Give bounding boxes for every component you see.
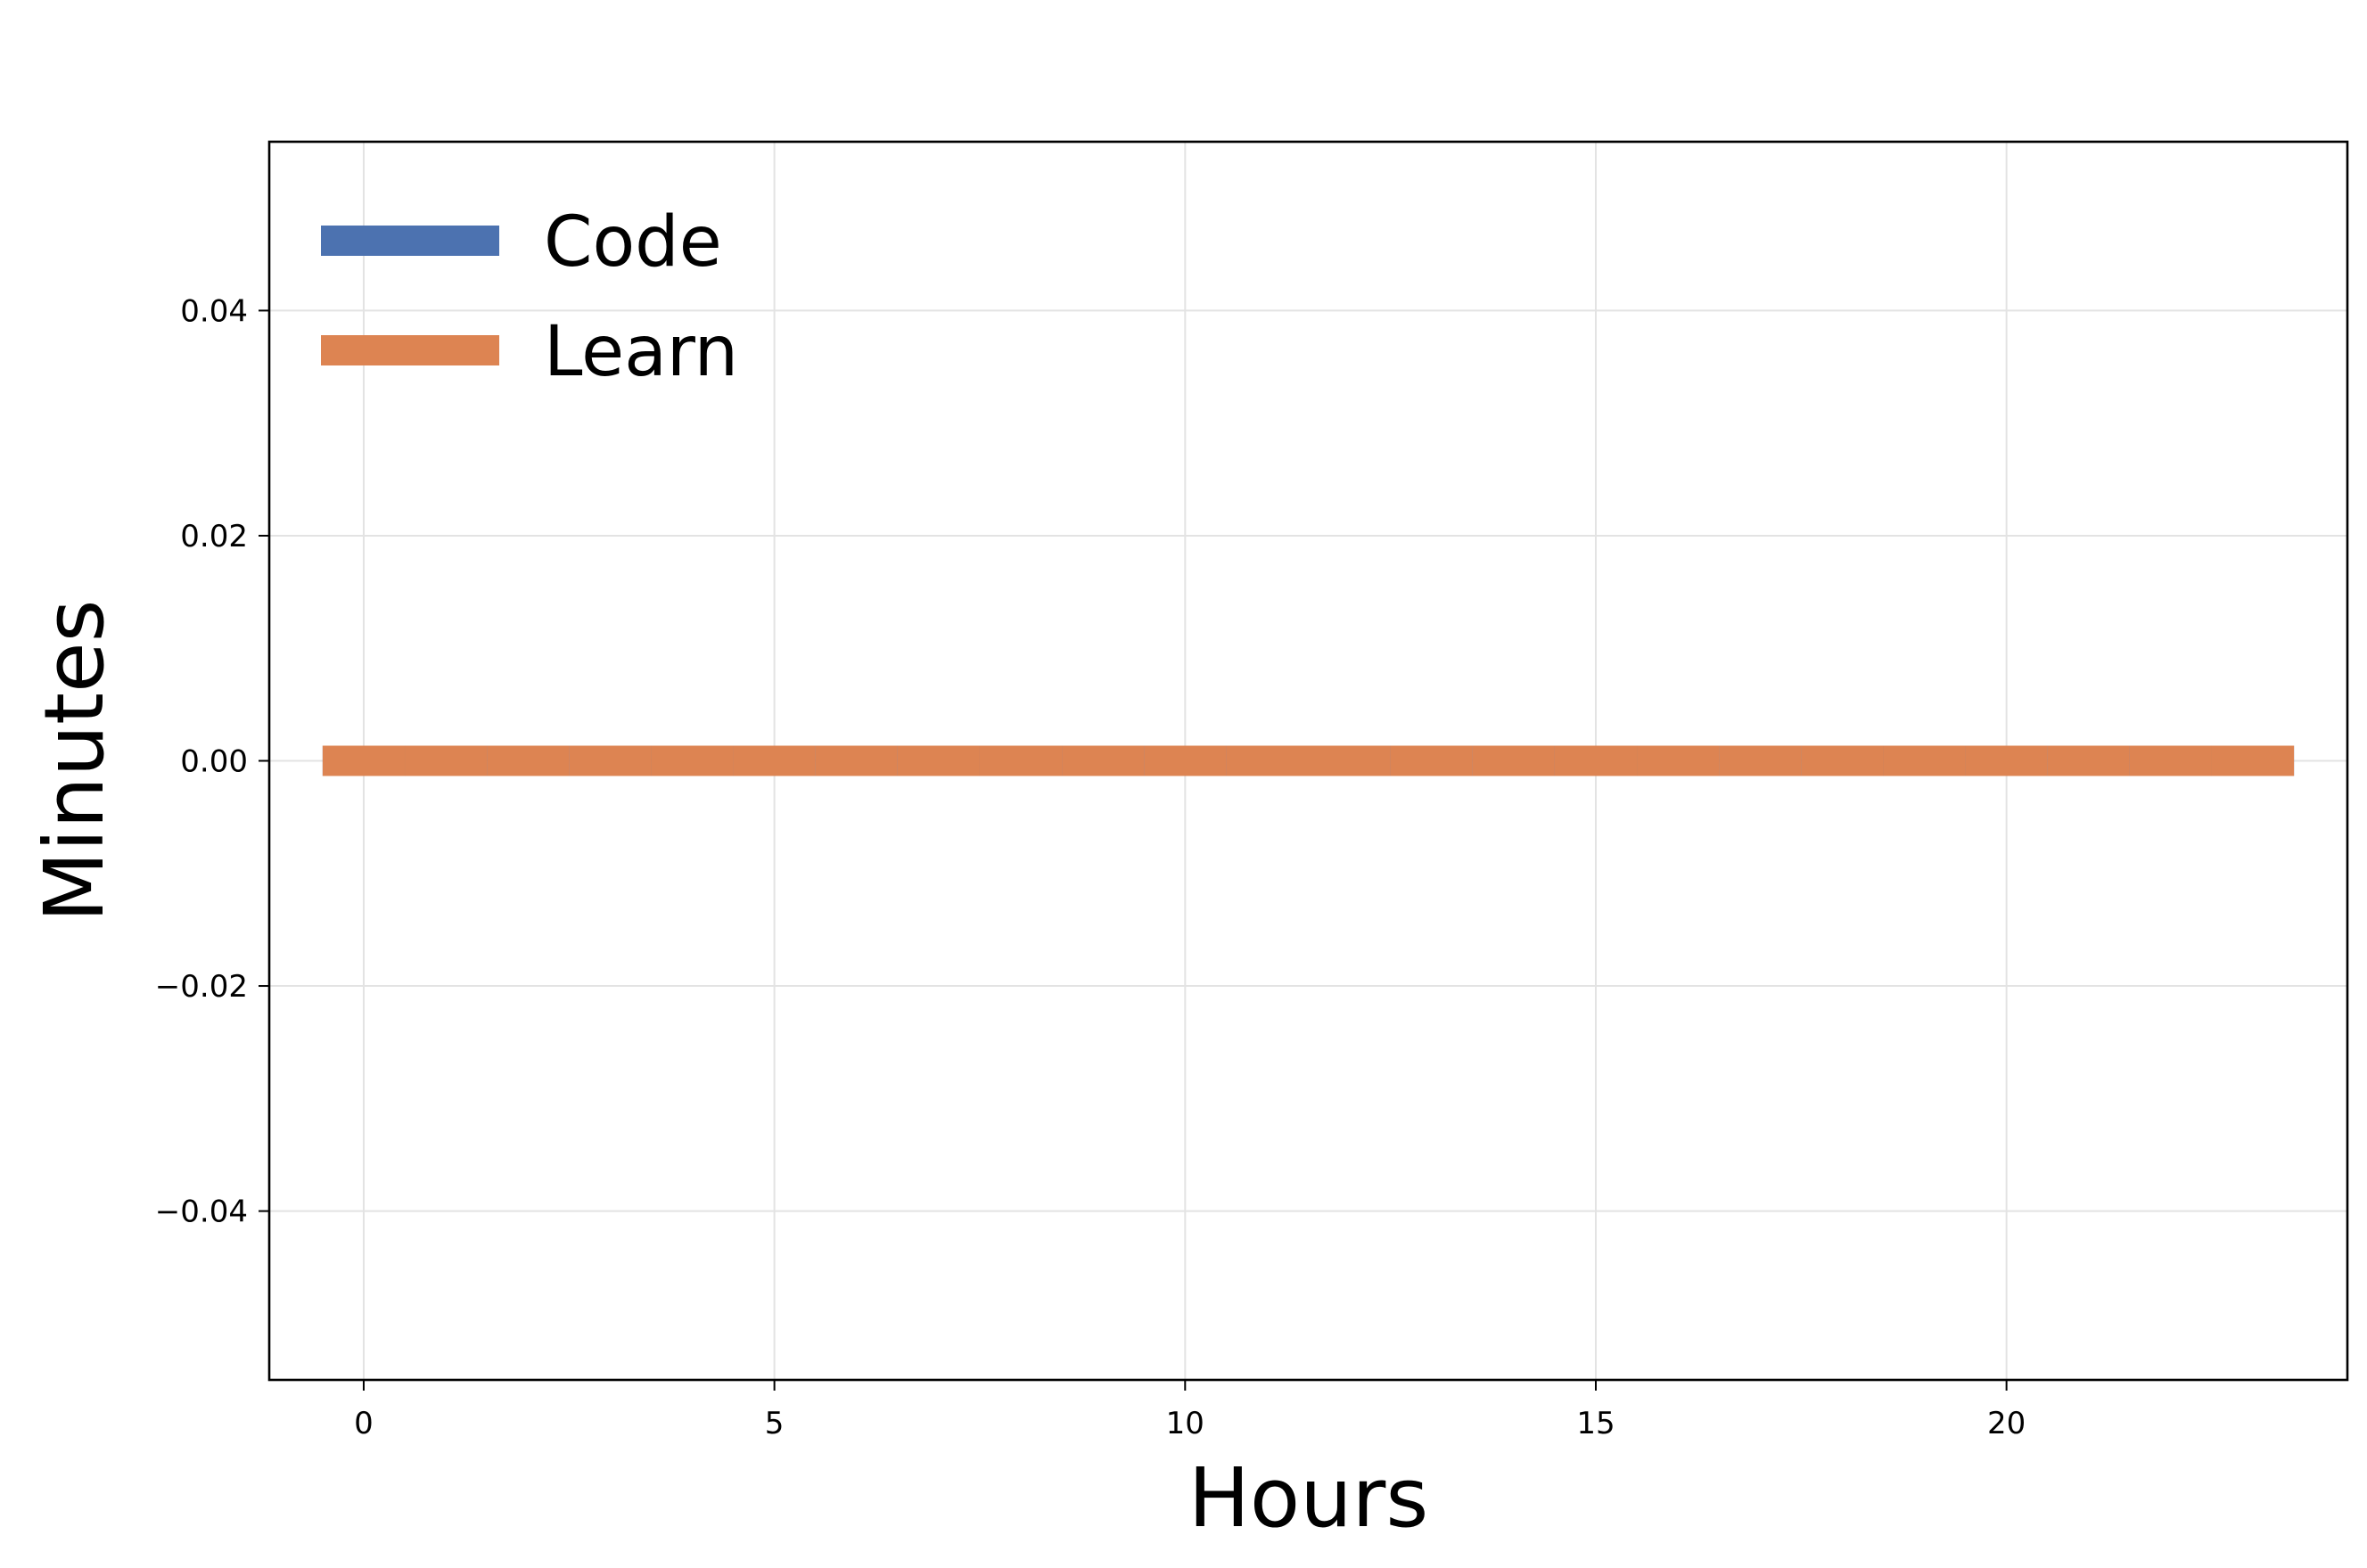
bar-learn bbox=[979, 745, 1063, 776]
bar-learn bbox=[2211, 745, 2295, 776]
bar-learn bbox=[1883, 745, 1966, 776]
bar-learn bbox=[1719, 745, 1802, 776]
bar-learn bbox=[1390, 745, 1473, 776]
legend-label-code: Code bbox=[544, 202, 722, 283]
x-axis-label: Hours bbox=[1188, 1450, 1429, 1546]
legend-label-learn: Learn bbox=[544, 312, 738, 392]
bar-learn bbox=[1637, 745, 1720, 776]
x-tick-label: 5 bbox=[765, 1406, 785, 1441]
y-tick-label: 0.02 bbox=[180, 519, 248, 554]
bar-learn bbox=[405, 745, 488, 776]
bar-learn bbox=[897, 745, 980, 776]
y-axis-label: Minutes bbox=[27, 599, 122, 922]
bar-learn bbox=[1062, 745, 1145, 776]
y-axis-ticks: 0.04 0.02 0.00 −0.02 −0.04 bbox=[155, 293, 269, 1230]
bar-learn bbox=[487, 745, 570, 776]
legend-swatch-learn bbox=[321, 335, 499, 365]
y-tick-label: 0.00 bbox=[180, 744, 248, 780]
bar-learn bbox=[322, 745, 406, 776]
y-tick-label: −0.02 bbox=[155, 969, 248, 1005]
bar-learn bbox=[1308, 745, 1391, 776]
bar-learn bbox=[1472, 745, 1555, 776]
x-tick-label: 10 bbox=[1166, 1406, 1204, 1441]
bar-learn bbox=[2047, 745, 2130, 776]
x-tick-label: 0 bbox=[354, 1406, 374, 1441]
x-axis-ticks: 0 5 10 15 20 bbox=[354, 1380, 2026, 1441]
bar-learn bbox=[2129, 745, 2212, 776]
legend: Code Learn bbox=[321, 202, 738, 392]
y-tick-label: 0.04 bbox=[180, 293, 248, 329]
bar-learn bbox=[1801, 745, 1884, 776]
bar-learn bbox=[569, 745, 652, 776]
bars bbox=[322, 745, 2295, 776]
bar-learn bbox=[1226, 745, 1309, 776]
x-tick-label: 20 bbox=[1987, 1406, 2026, 1441]
y-tick-label: −0.04 bbox=[155, 1194, 248, 1230]
bar-learn bbox=[1965, 745, 2048, 776]
bar-learn bbox=[1554, 745, 1638, 776]
bar-learn bbox=[815, 745, 898, 776]
x-tick-label: 15 bbox=[1576, 1406, 1615, 1441]
bar-learn bbox=[1144, 745, 1227, 776]
legend-swatch-code bbox=[321, 226, 499, 256]
bar-learn bbox=[651, 745, 734, 776]
bar-learn bbox=[733, 745, 816, 776]
